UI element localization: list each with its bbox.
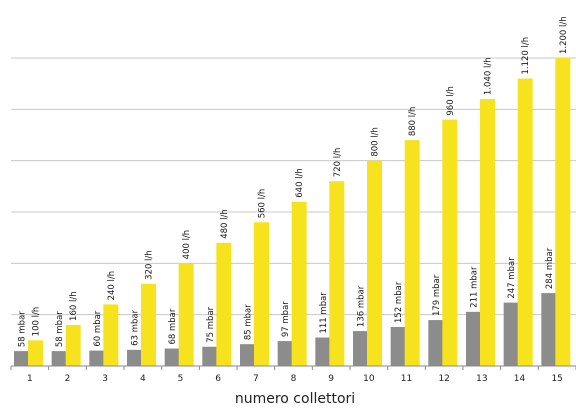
data-label-flow: 720 l/h [333,148,343,178]
bar-flow [103,304,119,366]
x-tick-label: 12 [438,374,449,384]
bar-flow [65,324,81,366]
data-labels: 58 mbar 58 mbar 60 mbar 63 mbar 68 mbar 75 mb… [18,16,569,347]
bar-pressure [353,331,368,366]
data-label-pressure: 247 mbar [507,257,517,299]
bar-pressure [428,320,444,366]
bar-flow [141,283,156,366]
data-label-pressure: 58 mbar [55,311,65,347]
x-axis: 1 2 3 4 5 6 7 8 9 10 11 12 13 14 15 [10,365,576,384]
data-label-flow: 1.200 l/h [559,16,569,54]
bars [14,58,571,367]
data-label-flow: 1.040 l/h [484,57,494,95]
x-tick-label: 7 [253,374,259,384]
x-tick-label: 15 [551,374,562,384]
data-label-pressure: 152 mbar [394,281,404,323]
data-label-pressure: 75 mbar [206,306,216,342]
bar-flow [254,222,269,366]
data-label-pressure: 58 mbar [18,311,28,347]
x-tick-label: 1 [27,374,33,384]
data-label-pressure: 284 mbar [545,247,555,289]
x-tick-label: 8 [291,374,297,384]
bar-pressure [240,344,255,366]
bar-pressure [14,351,29,366]
data-label-flow: 880 l/h [408,107,418,137]
bar-pressure [277,341,293,366]
data-label-pressure: 211 mbar [470,266,480,308]
data-label-pressure: 63 mbar [131,309,141,345]
data-label-flow: 160 l/h [69,291,79,321]
bar-flow [367,160,382,366]
bar-flow [178,263,194,366]
data-label-flow: 480 l/h [220,209,230,239]
bar-flow [517,78,533,367]
data-label-pressure: 136 mbar [357,285,367,327]
x-tick-label: 9 [328,374,334,384]
data-label-flow: 320 l/h [145,250,155,280]
x-tick-label: 4 [140,374,146,384]
data-label-flow: 800 l/h [371,127,381,157]
data-label-pressure: 60 mbar [93,310,103,346]
bar-pressure [503,302,519,366]
bar-pressure [466,311,481,366]
bar-pressure [315,337,331,366]
bar-flow [329,181,345,366]
x-tick-label: 6 [215,374,221,384]
bar-flow [404,140,420,366]
bar-pressure [390,326,406,366]
data-label-pressure: 97 mbar [281,301,291,337]
data-label-pressure: 111 mbar [319,292,329,334]
bar-flow [480,99,495,367]
bar-pressure [51,351,67,366]
data-label-pressure: 68 mbar [168,308,178,344]
x-tick-label: 13 [476,374,487,384]
bar-pressure [127,349,142,366]
bar-flow [442,119,458,366]
bar-pressure [202,346,218,366]
data-label-flow: 240 l/h [107,271,117,301]
bar-pressure [164,348,180,366]
x-tick-label: 2 [65,374,71,384]
bar-flow [291,201,307,366]
bar-pressure [89,350,105,366]
x-axis-title: numero collettori [235,391,355,407]
data-label-flow: 640 l/h [295,168,305,198]
x-tick-label: 11 [401,374,412,384]
data-label-flow: 1.120 l/h [521,37,531,75]
bar-pressure [541,293,557,366]
x-tick-label: 5 [178,374,184,384]
data-label-pressure: 85 mbar [244,304,254,340]
data-label-flow: 100 l/h [32,307,42,337]
bar-flow [216,242,232,366]
bar-flow [28,340,43,366]
x-tick-label: 14 [514,374,526,384]
data-label-flow: 400 l/h [182,230,192,260]
bar-flow [555,58,571,366]
data-label-flow: 560 l/h [258,189,268,219]
x-tick-label: 10 [363,374,375,384]
data-label-pressure: 179 mbar [432,274,442,316]
x-tick-label: 3 [102,374,108,384]
data-label-flow: 960 l/h [446,86,456,116]
